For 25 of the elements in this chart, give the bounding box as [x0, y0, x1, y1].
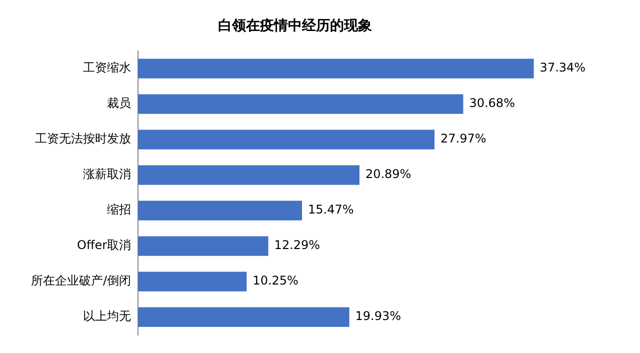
y-tick-label: 所在企业破产/倒闭: [30, 274, 132, 288]
bar: [138, 130, 434, 150]
bar: [138, 58, 534, 78]
bar: [138, 200, 302, 220]
data-label: 12.29%: [274, 238, 320, 252]
data-label: 20.89%: [365, 167, 412, 182]
data-label: 15.47%: [308, 202, 354, 217]
data-label: 37.34%: [540, 60, 586, 75]
data-label: 30.68%: [469, 96, 515, 110]
y-tick-label: Offer取消: [77, 238, 132, 252]
y-tick-label: 缩招: [107, 202, 132, 217]
bar: [138, 94, 464, 114]
bar: [138, 307, 350, 327]
data-label: 27.97%: [440, 132, 486, 146]
y-tick-label: 工资缩水: [83, 60, 132, 75]
y-tick-label: 涨薪取消: [83, 167, 132, 182]
y-tick-label: 工资无法按时发放: [35, 132, 132, 146]
bar: [138, 165, 360, 185]
data-label: 10.25%: [252, 274, 298, 288]
y-tick-label: 以上均无: [83, 309, 132, 324]
bar: [138, 236, 268, 256]
data-label: 19.93%: [355, 309, 402, 324]
chart-title: 白领在疫情中经历的现象: [218, 17, 372, 34]
bar: [138, 272, 247, 292]
y-tick-label: 裁员: [107, 96, 132, 110]
